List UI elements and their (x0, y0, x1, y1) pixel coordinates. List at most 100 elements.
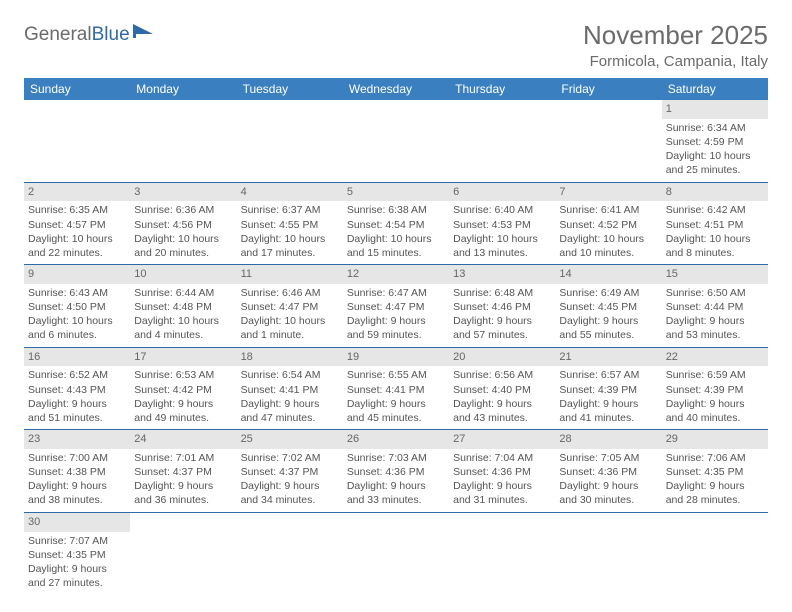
sunrise: Sunrise: 6:40 AM (453, 203, 551, 217)
daylight: Daylight: 10 hours and 25 minutes. (666, 149, 764, 177)
day-details: Sunrise: 6:47 AMSunset: 4:47 PMDaylight:… (343, 284, 449, 347)
daylight: Daylight: 9 hours and 38 minutes. (28, 479, 126, 507)
calendar-cell (555, 100, 661, 182)
day-number: 22 (662, 348, 768, 367)
sunset: Sunset: 4:43 PM (28, 383, 126, 397)
day-number: 28 (555, 430, 661, 449)
sunrise: Sunrise: 6:47 AM (347, 286, 445, 300)
sunrise: Sunrise: 6:34 AM (666, 121, 764, 135)
sunset: Sunset: 4:56 PM (134, 218, 232, 232)
day-details: Sunrise: 6:35 AMSunset: 4:57 PMDaylight:… (24, 201, 130, 264)
sunrise: Sunrise: 6:43 AM (28, 286, 126, 300)
day-number: 19 (343, 348, 449, 367)
daylight: Daylight: 9 hours and 41 minutes. (559, 397, 657, 425)
daylight: Daylight: 9 hours and 27 minutes. (28, 562, 126, 590)
day-number: 15 (662, 265, 768, 284)
sunset: Sunset: 4:46 PM (453, 300, 551, 314)
day-details: Sunrise: 6:48 AMSunset: 4:46 PMDaylight:… (449, 284, 555, 347)
flag-icon (133, 24, 155, 46)
day-details: Sunrise: 6:52 AMSunset: 4:43 PMDaylight:… (24, 366, 130, 429)
day-details: Sunrise: 7:00 AMSunset: 4:38 PMDaylight:… (24, 449, 130, 512)
day-number: 30 (24, 513, 130, 532)
sunset: Sunset: 4:40 PM (453, 383, 551, 397)
day-details: Sunrise: 6:41 AMSunset: 4:52 PMDaylight:… (555, 201, 661, 264)
calendar-cell: 24Sunrise: 7:01 AMSunset: 4:37 PMDayligh… (130, 430, 236, 513)
day-details: Sunrise: 6:46 AMSunset: 4:47 PMDaylight:… (237, 284, 343, 347)
daylight: Daylight: 9 hours and 49 minutes. (134, 397, 232, 425)
daylight: Daylight: 10 hours and 15 minutes. (347, 232, 445, 260)
calendar-cell: 8Sunrise: 6:42 AMSunset: 4:51 PMDaylight… (662, 182, 768, 265)
sunrise: Sunrise: 7:07 AM (28, 534, 126, 548)
day-number: 24 (130, 430, 236, 449)
sunset: Sunset: 4:38 PM (28, 465, 126, 479)
day-number: 27 (449, 430, 555, 449)
calendar-cell: 17Sunrise: 6:53 AMSunset: 4:42 PMDayligh… (130, 347, 236, 430)
sunrise: Sunrise: 6:44 AM (134, 286, 232, 300)
sunset: Sunset: 4:47 PM (347, 300, 445, 314)
sunset: Sunset: 4:41 PM (347, 383, 445, 397)
day-number: 21 (555, 348, 661, 367)
sunset: Sunset: 4:36 PM (453, 465, 551, 479)
day-number: 20 (449, 348, 555, 367)
calendar-cell: 2Sunrise: 6:35 AMSunset: 4:57 PMDaylight… (24, 182, 130, 265)
weekday-header: Monday (130, 78, 236, 100)
calendar-cell (237, 512, 343, 594)
sunrise: Sunrise: 6:35 AM (28, 203, 126, 217)
sunset: Sunset: 4:42 PM (134, 383, 232, 397)
sunset: Sunset: 4:45 PM (559, 300, 657, 314)
day-number: 13 (449, 265, 555, 284)
sunset: Sunset: 4:59 PM (666, 135, 764, 149)
sunset: Sunset: 4:55 PM (241, 218, 339, 232)
day-details: Sunrise: 6:37 AMSunset: 4:55 PMDaylight:… (237, 201, 343, 264)
day-number: 5 (343, 183, 449, 202)
calendar-cell: 6Sunrise: 6:40 AMSunset: 4:53 PMDaylight… (449, 182, 555, 265)
calendar-cell: 28Sunrise: 7:05 AMSunset: 4:36 PMDayligh… (555, 430, 661, 513)
calendar-cell: 10Sunrise: 6:44 AMSunset: 4:48 PMDayligh… (130, 265, 236, 348)
calendar-cell: 3Sunrise: 6:36 AMSunset: 4:56 PMDaylight… (130, 182, 236, 265)
calendar-cell (24, 100, 130, 182)
day-number: 10 (130, 265, 236, 284)
day-number: 16 (24, 348, 130, 367)
daylight: Daylight: 9 hours and 30 minutes. (559, 479, 657, 507)
sunset: Sunset: 4:53 PM (453, 218, 551, 232)
sunrise: Sunrise: 6:56 AM (453, 368, 551, 382)
calendar-body: 1Sunrise: 6:34 AMSunset: 4:59 PMDaylight… (24, 100, 768, 594)
sunrise: Sunrise: 6:52 AM (28, 368, 126, 382)
calendar-cell: 26Sunrise: 7:03 AMSunset: 4:36 PMDayligh… (343, 430, 449, 513)
daylight: Daylight: 10 hours and 1 minute. (241, 314, 339, 342)
day-details: Sunrise: 7:06 AMSunset: 4:35 PMDaylight:… (662, 449, 768, 512)
sunrise: Sunrise: 6:41 AM (559, 203, 657, 217)
day-details: Sunrise: 7:07 AMSunset: 4:35 PMDaylight:… (24, 532, 130, 595)
day-details: Sunrise: 6:34 AMSunset: 4:59 PMDaylight:… (662, 119, 768, 182)
calendar-cell (237, 100, 343, 182)
sunrise: Sunrise: 6:42 AM (666, 203, 764, 217)
sunset: Sunset: 4:35 PM (666, 465, 764, 479)
weekday-header: Thursday (449, 78, 555, 100)
daylight: Daylight: 9 hours and 45 minutes. (347, 397, 445, 425)
sunset: Sunset: 4:39 PM (666, 383, 764, 397)
sunrise: Sunrise: 6:46 AM (241, 286, 339, 300)
day-details: Sunrise: 6:54 AMSunset: 4:41 PMDaylight:… (237, 366, 343, 429)
sunrise: Sunrise: 7:04 AM (453, 451, 551, 465)
day-details: Sunrise: 7:05 AMSunset: 4:36 PMDaylight:… (555, 449, 661, 512)
calendar-cell: 1Sunrise: 6:34 AMSunset: 4:59 PMDaylight… (662, 100, 768, 182)
calendar-cell: 5Sunrise: 6:38 AMSunset: 4:54 PMDaylight… (343, 182, 449, 265)
daylight: Daylight: 9 hours and 40 minutes. (666, 397, 764, 425)
daylight: Daylight: 10 hours and 22 minutes. (28, 232, 126, 260)
sunset: Sunset: 4:36 PM (347, 465, 445, 479)
calendar-cell: 20Sunrise: 6:56 AMSunset: 4:40 PMDayligh… (449, 347, 555, 430)
sunset: Sunset: 4:36 PM (559, 465, 657, 479)
calendar-cell (343, 100, 449, 182)
day-details: Sunrise: 6:44 AMSunset: 4:48 PMDaylight:… (130, 284, 236, 347)
sunrise: Sunrise: 6:53 AM (134, 368, 232, 382)
daylight: Daylight: 9 hours and 51 minutes. (28, 397, 126, 425)
sunrise: Sunrise: 7:01 AM (134, 451, 232, 465)
daylight: Daylight: 10 hours and 8 minutes. (666, 232, 764, 260)
day-details: Sunrise: 6:42 AMSunset: 4:51 PMDaylight:… (662, 201, 768, 264)
header: GeneralBlue November 2025 Formicola, Cam… (24, 20, 768, 70)
day-details: Sunrise: 6:36 AMSunset: 4:56 PMDaylight:… (130, 201, 236, 264)
sunset: Sunset: 4:50 PM (28, 300, 126, 314)
calendar-cell: 29Sunrise: 7:06 AMSunset: 4:35 PMDayligh… (662, 430, 768, 513)
calendar-cell: 30Sunrise: 7:07 AMSunset: 4:35 PMDayligh… (24, 512, 130, 594)
sunrise: Sunrise: 7:05 AM (559, 451, 657, 465)
